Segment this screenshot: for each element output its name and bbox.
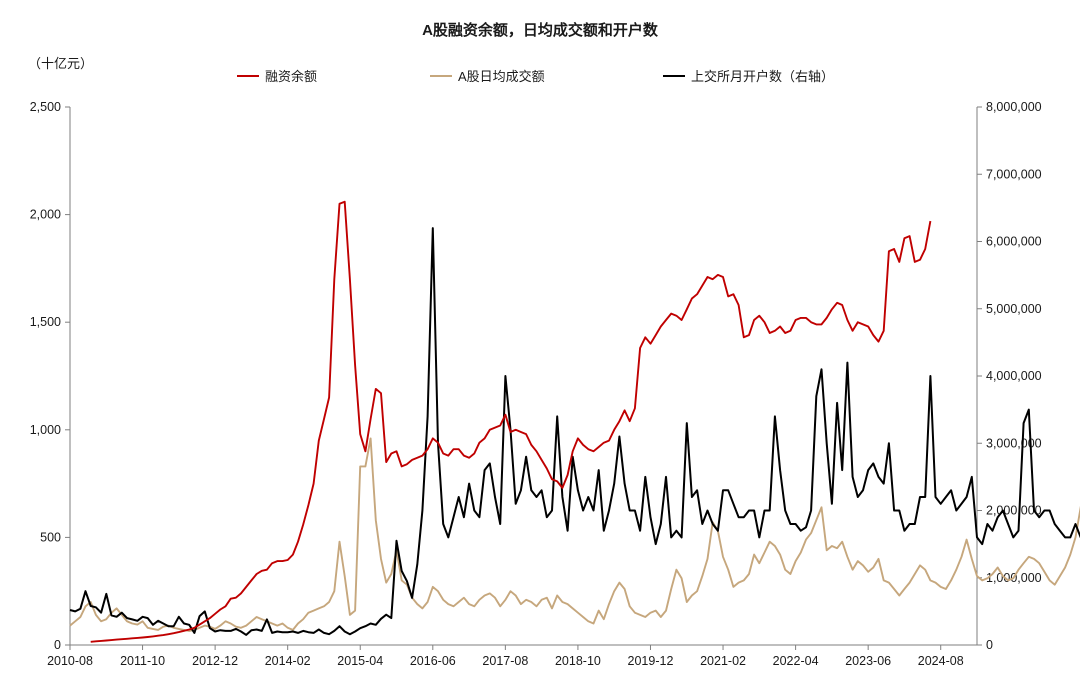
series-line-daily-turnover — [69, 437, 1080, 632]
right-y-tick-label: 3,000,000 — [986, 436, 1042, 450]
right-y-tick-label: 5,000,000 — [986, 302, 1042, 316]
x-tick-label: 2023-06 — [845, 654, 891, 668]
legend-swatch-financing-balance — [237, 74, 259, 77]
legend-label-daily-turnover: A股日均成交额 — [458, 69, 545, 84]
legend-swatch-daily-turnover — [430, 74, 452, 77]
legend-label-sse-accounts: 上交所月开户数（右轴） — [691, 69, 835, 84]
right-y-tick-label: 6,000,000 — [986, 235, 1042, 249]
x-tick-label: 2019-12 — [628, 654, 674, 668]
right-y-tick-label: 7,000,000 — [986, 167, 1042, 181]
x-tick-label: 2015-04 — [337, 654, 383, 668]
left-y-tick-label: 0 — [54, 638, 61, 652]
x-tick-label: 2018-10 — [555, 654, 601, 668]
left-y-tick-label: 1,500 — [30, 315, 61, 329]
right-y-tick-label: 4,000,000 — [986, 369, 1042, 383]
series-line-sse-accounts — [69, 227, 1080, 636]
legend-label-financing-balance: 融资余额 — [265, 69, 318, 84]
x-tick-label: 2011-10 — [120, 654, 165, 668]
left-y-tick-label: 500 — [40, 530, 61, 544]
right-y-tick-label: 8,000,000 — [986, 100, 1042, 114]
x-tick-label: 2021-02 — [700, 654, 746, 668]
x-tick-label: 2014-02 — [265, 654, 311, 668]
legend-swatch-sse-accounts — [663, 74, 685, 77]
x-tick-label: 2010-08 — [47, 654, 93, 668]
x-tick-label: 2017-08 — [482, 654, 528, 668]
x-tick-label: 2016-06 — [410, 654, 456, 668]
left-y-tick-label: 1,000 — [30, 423, 61, 437]
left-y-tick-label: 2,000 — [30, 208, 61, 222]
left-y-tick-label: 2,500 — [30, 100, 61, 114]
legend-item-sse-accounts: 上交所月开户数（右轴） — [663, 66, 834, 85]
legend-item-daily-turnover: A股日均成交额 — [430, 66, 545, 85]
chart-axes: 05001,0001,5002,0002,50001,000,0002,000,… — [30, 100, 1042, 668]
left-axis-unit-label: （十亿元） — [28, 56, 94, 71]
series-line-financing-balance — [90, 200, 932, 643]
right-y-tick-label: 0 — [986, 638, 993, 652]
x-tick-label: 2012-12 — [192, 654, 238, 668]
chart-lines — [69, 200, 1080, 643]
legend-item-financing-balance: 融资余额 — [237, 66, 317, 85]
x-tick-label: 2024-08 — [918, 654, 964, 668]
x-tick-label: 2022-04 — [773, 654, 819, 668]
chart-title: A股融资余额，日均成交额和开户数 — [422, 22, 658, 39]
